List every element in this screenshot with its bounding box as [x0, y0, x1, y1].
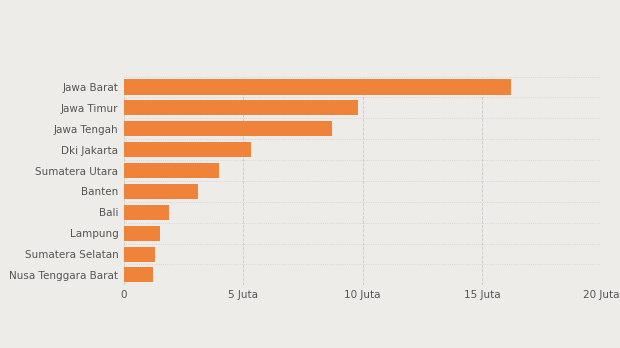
Bar	[124, 246, 155, 262]
Bar	[124, 184, 198, 199]
Bar	[124, 79, 511, 95]
Bar	[124, 142, 250, 157]
Bar	[124, 226, 160, 241]
Bar	[124, 163, 219, 178]
Bar	[124, 121, 332, 136]
Bar	[124, 100, 358, 116]
Bar	[124, 267, 153, 283]
Bar	[124, 205, 169, 220]
